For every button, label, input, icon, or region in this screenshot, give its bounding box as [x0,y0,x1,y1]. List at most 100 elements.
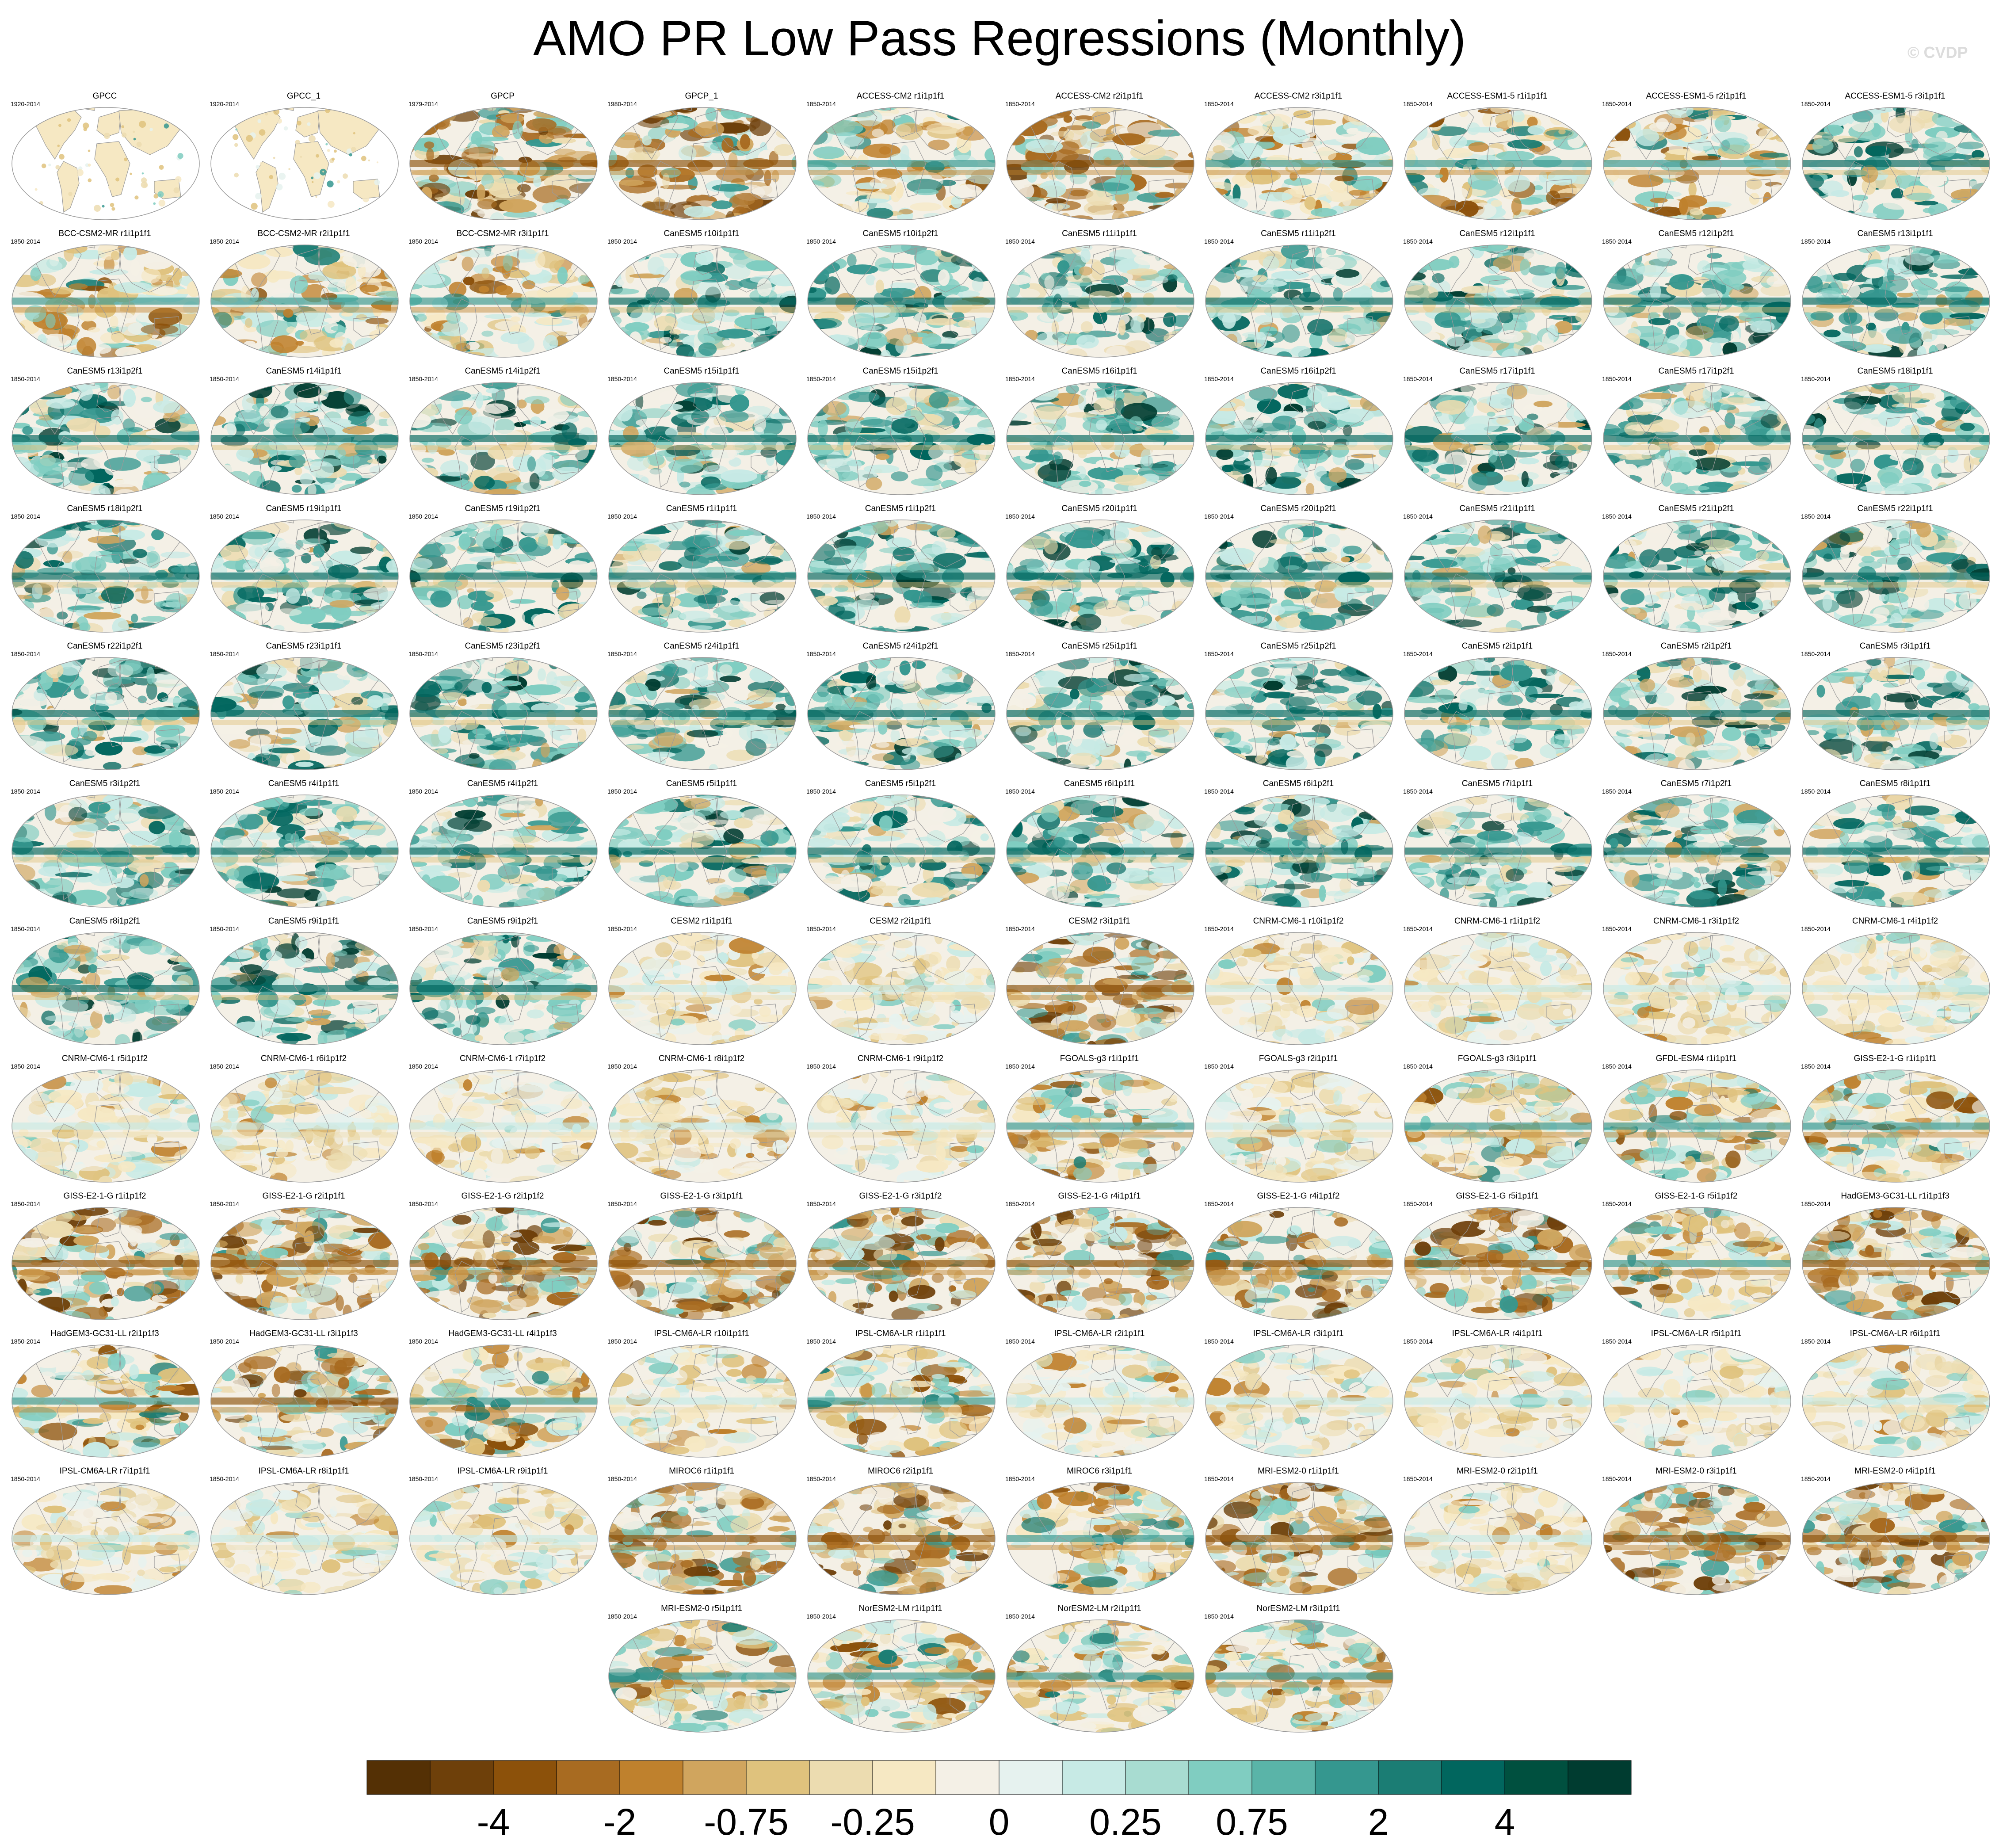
panel-title: GFDL-ESM4 r1i1p1f1 [1656,1054,1737,1063]
world-map [608,382,797,495]
world-map [409,657,598,770]
map-panel: ACCESS-CM2 r1i1p1f1 1850-2014 [801,92,1000,230]
world-map [1205,1619,1393,1733]
map-panel: GPCC 1920-2014 [5,92,204,230]
page-title: AMO PR Low Pass Regressions (Monthly) [533,11,1466,66]
world-map [608,794,797,908]
world-map [1802,1069,1990,1183]
map-panel: CanESM5 r22i1p2f1 1850-2014 [5,641,204,780]
map-panel: IPSL-CM6A-LR r10i1p1f1 1850-2014 [602,1329,801,1467]
panel-years: 1850-2014 [806,1063,836,1070]
map-panel: CanESM5 r7i1p2f1 1850-2014 [1597,779,1796,917]
world-map [1603,1069,1791,1183]
panel-title: GISS-E2-1-G r3i1p1f1 [660,1191,743,1201]
panel-years: 1850-2014 [210,650,239,657]
map-panel: CESM2 r3i1p1f1 1850-2014 [1000,916,1199,1055]
panel-years: 1850-2014 [1204,238,1234,245]
panel-years: 1850-2014 [806,1338,836,1345]
world-map [11,1069,200,1183]
panel-years: 1979-2014 [408,100,438,107]
map-panel: CanESM5 r6i1p2f1 1850-2014 [1199,779,1398,917]
panel-title: CanESM5 r12i1p1f1 [1459,229,1535,238]
map-panel: CanESM5 r5i1p1f1 1850-2014 [602,779,801,917]
panel-title: CanESM5 r13i1p2f1 [67,367,143,376]
world-map [1205,244,1393,358]
world-map [608,657,797,770]
panel-title: CanESM5 r12i1p2f1 [1658,229,1734,238]
map-panel: IPSL-CM6A-LR r5i1p1f1 1850-2014 [1597,1329,1796,1467]
map-panel: CanESM5 r4i1p1f1 1850-2014 [204,779,403,917]
map-panel: GISS-E2-1-G r2i1p1f2 1850-2014 [403,1191,602,1330]
world-map [608,1344,797,1458]
panel-title: IPSL-CM6A-LR r10i1p1f1 [654,1329,749,1338]
panel-years: 1850-2014 [11,238,40,245]
world-map [1603,1482,1791,1595]
panel-title: IPSL-CM6A-LR r4i1p1f1 [1452,1329,1543,1338]
panel-title: CanESM5 r14i1p1f1 [266,367,342,376]
panel-title: GISS-E2-1-G r5i1p1f1 [1456,1191,1539,1201]
panel-title: GISS-E2-1-G r3i1p1f2 [859,1191,942,1201]
panel-title: CanESM5 r6i1p1f1 [1064,779,1135,788]
panel-title: CanESM5 r4i1p1f1 [268,779,340,788]
map-panel: MIROC6 r1i1p1f1 1850-2014 [602,1466,801,1605]
panel-years: 1850-2014 [1403,925,1433,932]
colorbar-tick-label: 2 [1368,1801,1389,1843]
panel-title: CanESM5 r2i1p2f1 [1660,641,1732,651]
panel-title: CanESM5 r1i1p1f1 [666,504,737,513]
map-panel: MRI-ESM2-0 r3i1p1f1 1850-2014 [1597,1466,1796,1605]
panel-years: 1850-2014 [806,1475,836,1482]
map-panel: HadGEM3-GC31-LL r2i1p1f3 1850-2014 [5,1329,204,1467]
world-map [1205,382,1393,495]
panel-title: CNRM-CM6-1 r5i1p1f2 [61,1054,148,1063]
panel-years: 1850-2014 [210,1200,239,1207]
map-panel: GISS-E2-1-G r5i1p1f2 1850-2014 [1597,1191,1796,1330]
panel-title: CanESM5 r16i1p1f1 [1061,367,1137,376]
panel-years: 1850-2014 [1005,1338,1035,1345]
panel-title: CanESM5 r24i1p1f1 [664,641,740,651]
panel-years: 1850-2014 [408,1200,438,1207]
panel-years: 1850-2014 [11,788,40,795]
world-map [807,519,996,633]
panel-years: 1850-2014 [806,788,836,795]
world-map [1603,932,1791,1045]
map-panel: CanESM5 r18i1p1f1 1850-2014 [1796,367,1995,505]
world-map [1404,657,1592,770]
panel-years: 1980-2014 [607,100,637,107]
panel-title: CanESM5 r9i1p2f1 [467,916,538,926]
panel-years: 1850-2014 [408,925,438,932]
world-map [409,932,598,1045]
world-map [608,1619,797,1733]
panel-years: 1850-2014 [1801,513,1831,520]
world-map [1205,794,1393,908]
map-panel: IPSL-CM6A-LR r4i1p1f1 1850-2014 [1398,1329,1597,1467]
map-panel: IPSL-CM6A-LR r6i1p1f1 1850-2014 [1796,1329,1995,1467]
panel-title: CESM2 r3i1p1f1 [1068,916,1130,926]
map-panel: CanESM5 r1i1p1f1 1850-2014 [602,504,801,642]
world-map [11,1344,200,1458]
panel-years: 1850-2014 [806,100,836,107]
map-panel: GISS-E2-1-G r4i1p1f1 1850-2014 [1000,1191,1199,1330]
world-map [1404,1207,1592,1320]
world-map [1205,932,1393,1045]
map-panel: ACCESS-CM2 r2i1p1f1 1850-2014 [1000,92,1199,230]
map-panel: CNRM-CM6-1 r7i1p1f2 1850-2014 [403,1054,602,1192]
world-map [1603,1207,1791,1320]
panel-title: CanESM5 r20i1p2f1 [1260,504,1336,513]
world-map [1006,932,1194,1045]
panel-title: CanESM5 r6i1p2f1 [1263,779,1334,788]
map-panel: FGOALS-g3 r2i1p1f1 1850-2014 [1199,1054,1398,1192]
panel-years: 1850-2014 [1005,100,1035,107]
colorbar-tick-label: -4 [477,1801,510,1843]
panel-title: MRI-ESM2-0 r4i1p1f1 [1854,1466,1936,1476]
panel-title: CanESM5 r20i1p1f1 [1061,504,1137,513]
map-panel: CanESM5 r15i1p2f1 1850-2014 [801,367,1000,505]
world-map [1404,932,1592,1045]
colorbar-tick-label: 0 [989,1801,1010,1843]
map-panel: GISS-E2-1-G r2i1p1f1 1850-2014 [204,1191,403,1330]
panel-title: BCC-CSM2-MR r1i1p1f1 [58,229,151,238]
world-map [1802,1207,1990,1320]
world-map [11,1482,200,1595]
world-map [1404,244,1592,358]
panel-years: 1850-2014 [1403,1475,1433,1482]
world-map [807,1207,996,1320]
